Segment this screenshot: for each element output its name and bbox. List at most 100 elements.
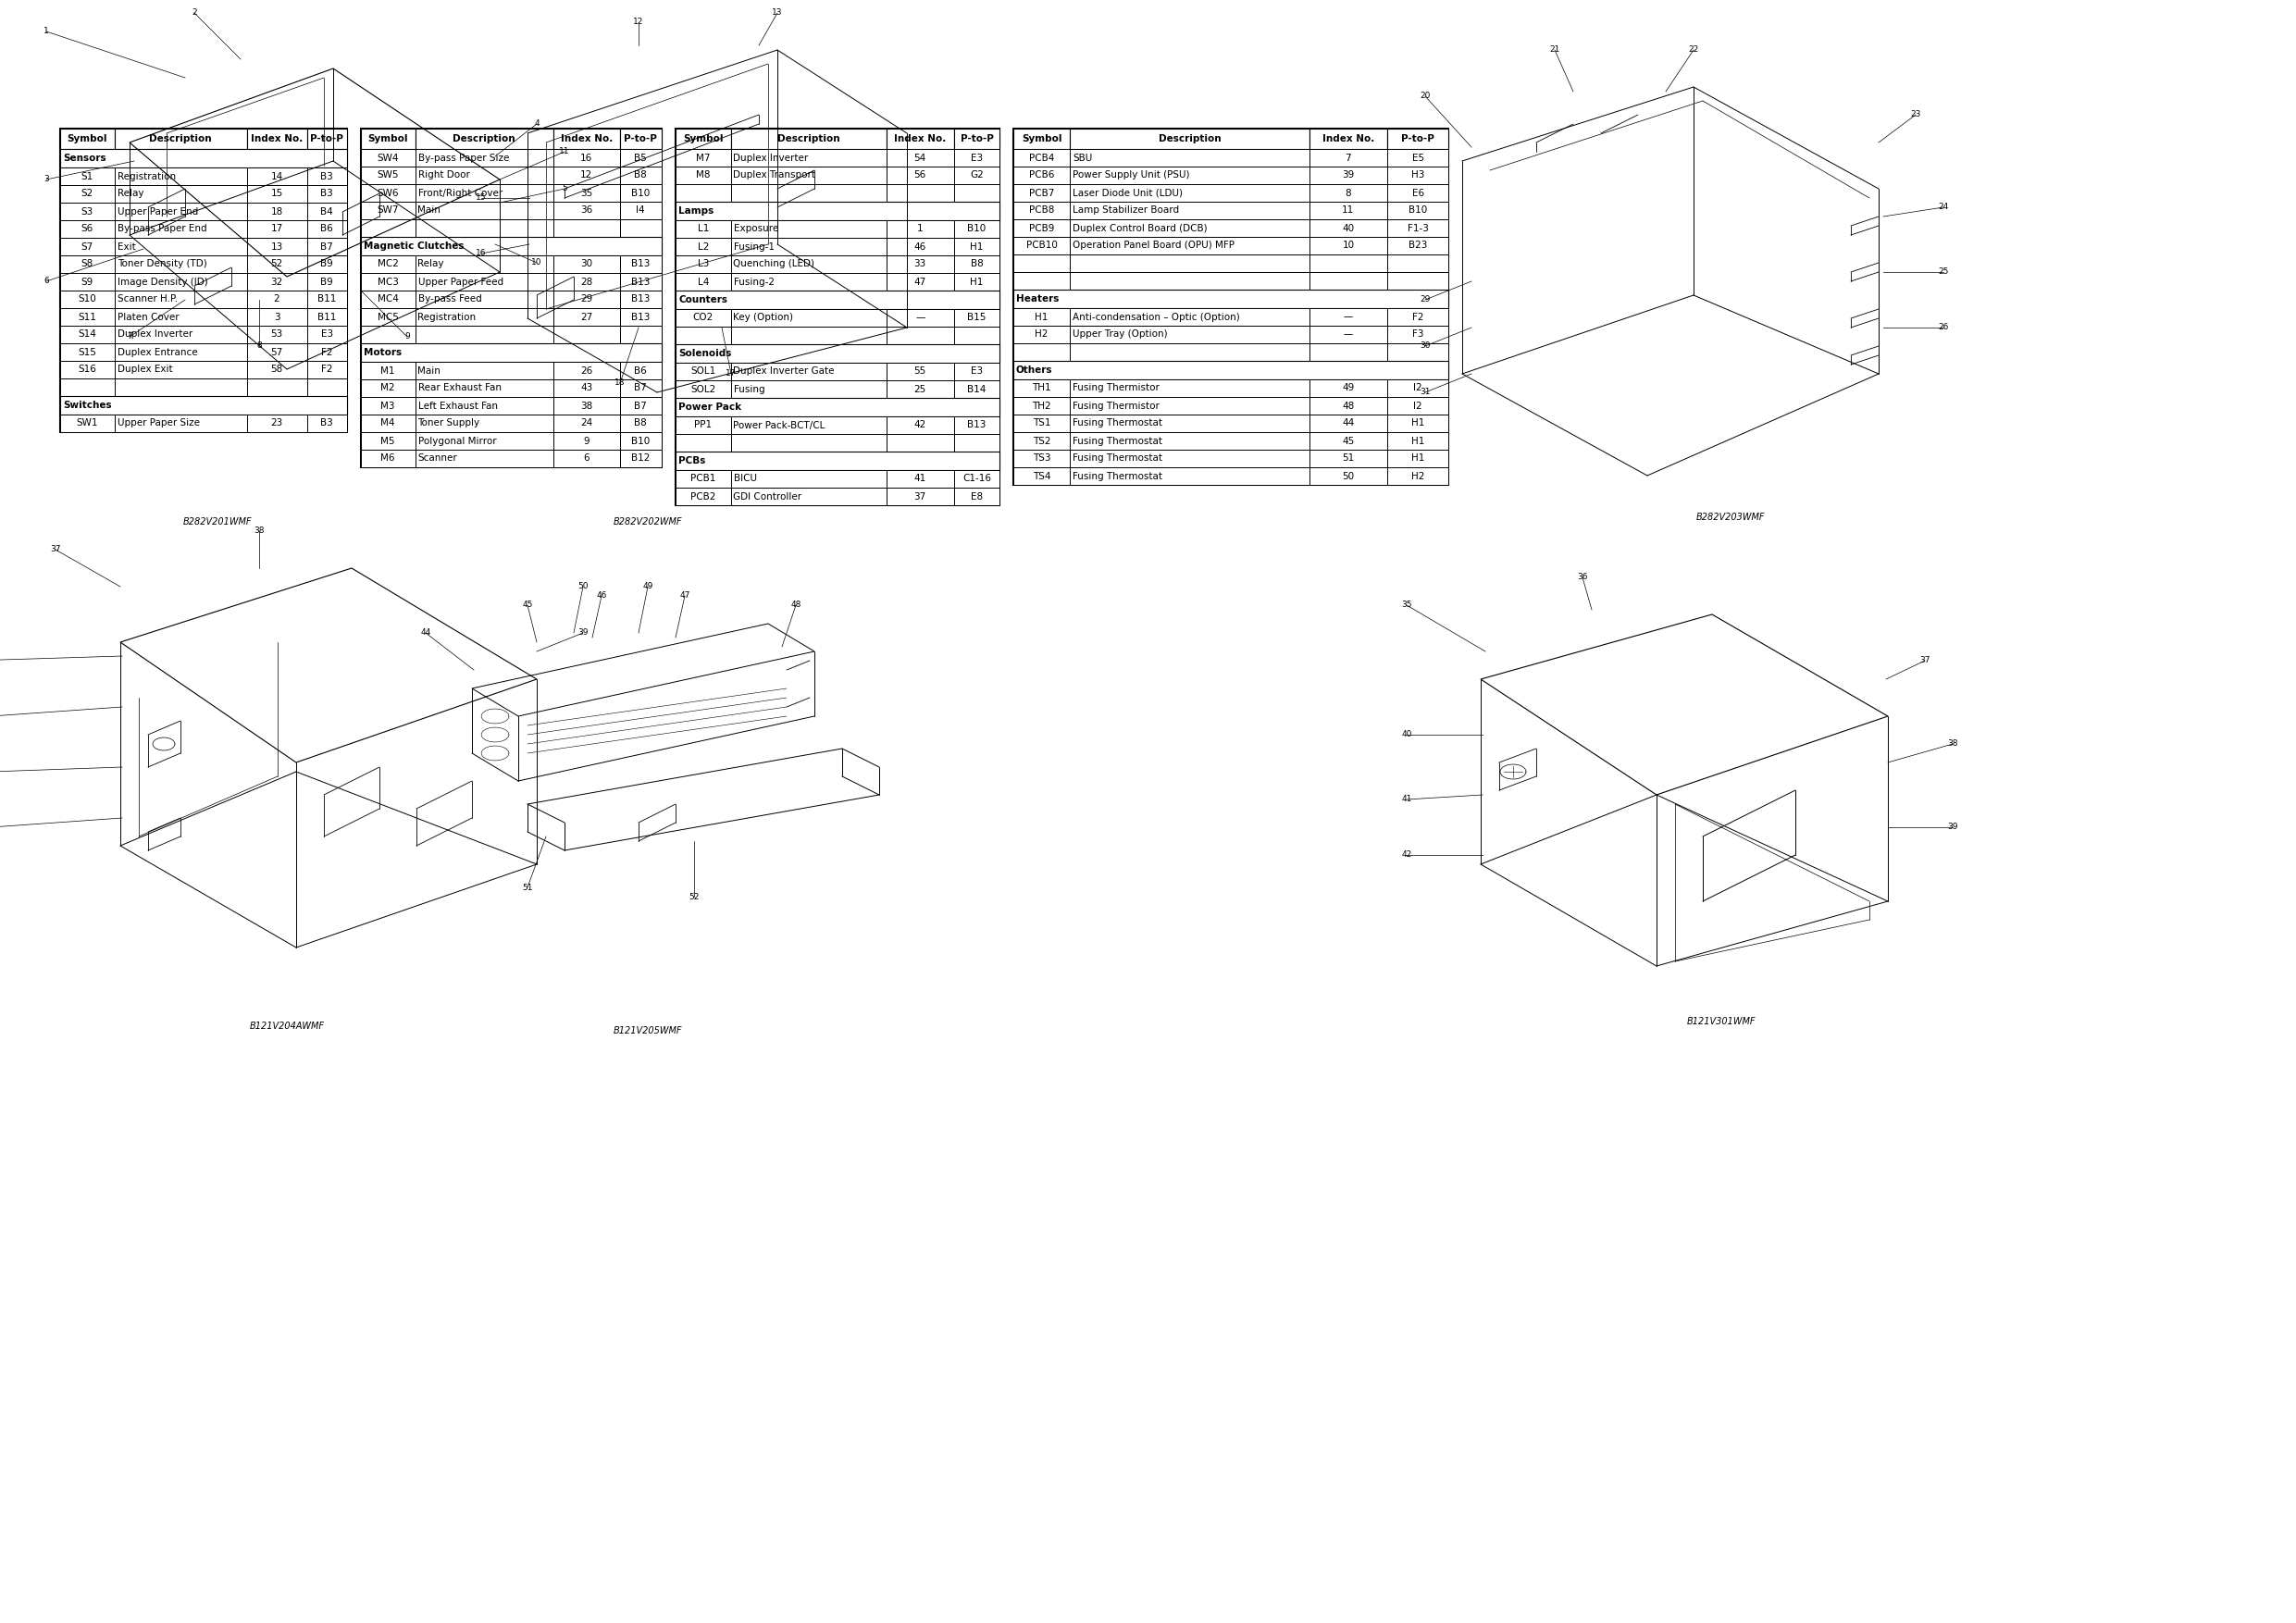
Text: Anti-condensation – Optic (Option): Anti-condensation – Optic (Option) (1072, 312, 1240, 321)
Bar (360, 255, 416, 273)
Text: 4: 4 (535, 120, 540, 128)
Text: H1: H1 (1412, 454, 1424, 463)
Text: 7: 7 (126, 333, 133, 341)
Text: Symbol: Symbol (682, 135, 723, 143)
Text: B9: B9 (321, 278, 333, 286)
Text: B7: B7 (321, 242, 333, 252)
Bar (886, 362, 955, 380)
Bar (1387, 273, 1449, 289)
Bar (955, 273, 999, 291)
Bar (620, 308, 661, 326)
Text: L3: L3 (698, 260, 709, 269)
Text: Symbol: Symbol (1022, 135, 1061, 143)
Text: 35: 35 (581, 188, 592, 198)
Text: 41: 41 (1401, 795, 1412, 803)
Bar (886, 128, 955, 149)
Bar (1070, 344, 1309, 360)
Text: B23: B23 (1407, 242, 1428, 250)
Bar (115, 221, 246, 239)
Text: 36: 36 (1577, 573, 1589, 581)
Bar (955, 255, 999, 273)
Bar (675, 344, 999, 362)
Bar (308, 326, 347, 344)
Text: B7: B7 (634, 401, 647, 411)
Bar (553, 167, 620, 183)
Bar (246, 344, 308, 360)
Bar (955, 471, 999, 487)
Bar (1070, 128, 1309, 149)
Bar (1387, 308, 1449, 326)
Bar (115, 128, 246, 149)
Bar (60, 149, 347, 167)
Text: SOL2: SOL2 (691, 385, 716, 394)
Text: Lamps: Lamps (677, 206, 714, 216)
Bar (1013, 414, 1070, 432)
Bar (1387, 201, 1449, 219)
Bar (308, 414, 347, 432)
Text: Laser Diode Unit (LDU): Laser Diode Unit (LDU) (1072, 188, 1182, 198)
Bar (115, 378, 246, 396)
Text: PCB6: PCB6 (1029, 170, 1054, 180)
Bar (1070, 308, 1309, 326)
Text: B6: B6 (321, 224, 333, 234)
Text: F1-3: F1-3 (1407, 224, 1428, 232)
Bar (246, 185, 308, 203)
Bar (620, 167, 661, 183)
Bar (553, 149, 620, 167)
Bar (620, 255, 661, 273)
Bar (115, 344, 246, 360)
Bar (115, 273, 246, 291)
Text: 15: 15 (475, 193, 487, 203)
Text: 23: 23 (271, 419, 282, 428)
Text: B11: B11 (317, 295, 338, 304)
Bar (1013, 128, 1070, 149)
Text: Description: Description (1157, 135, 1221, 143)
Text: S1: S1 (80, 172, 94, 180)
Text: Switches: Switches (62, 401, 113, 411)
Text: PCB9: PCB9 (1029, 224, 1054, 232)
Text: L1: L1 (698, 224, 709, 234)
Text: 18: 18 (271, 206, 282, 216)
Text: 13: 13 (771, 8, 783, 18)
Bar (553, 273, 620, 291)
Text: 47: 47 (680, 592, 691, 601)
Bar (308, 221, 347, 239)
Bar (60, 378, 115, 396)
Bar (620, 432, 661, 450)
Text: 13: 13 (271, 242, 282, 252)
Bar (955, 433, 999, 451)
Bar (886, 326, 955, 344)
Bar (1013, 326, 1070, 344)
Text: 25: 25 (914, 385, 925, 394)
Bar (886, 273, 955, 291)
Text: Upper Tray (Option): Upper Tray (Option) (1072, 329, 1169, 339)
Text: B3: B3 (321, 190, 333, 198)
Bar (1070, 219, 1309, 237)
Bar (553, 362, 620, 380)
Text: 27: 27 (581, 312, 592, 321)
Text: 18: 18 (615, 378, 625, 388)
Bar (553, 326, 620, 344)
Text: E3: E3 (971, 367, 983, 377)
Bar (1070, 255, 1309, 273)
Text: By-pass Feed: By-pass Feed (418, 295, 482, 304)
Text: B7: B7 (634, 383, 647, 393)
Bar (730, 308, 886, 326)
Text: L4: L4 (698, 278, 709, 286)
Bar (1309, 201, 1387, 219)
Text: H2: H2 (1035, 329, 1049, 339)
Text: H1: H1 (1035, 312, 1049, 321)
Text: PCB10: PCB10 (1026, 242, 1056, 250)
Text: M1: M1 (381, 365, 395, 375)
Bar (1309, 167, 1387, 183)
Text: B8: B8 (634, 170, 647, 180)
Text: SW7: SW7 (377, 206, 400, 216)
Text: 51: 51 (1343, 454, 1355, 463)
Bar (675, 255, 730, 273)
Text: Fusing Thermistor: Fusing Thermistor (1072, 401, 1159, 411)
Bar (416, 183, 553, 201)
Bar (360, 344, 661, 362)
Text: 17: 17 (726, 370, 737, 378)
Bar (730, 380, 886, 398)
Bar (886, 167, 955, 183)
